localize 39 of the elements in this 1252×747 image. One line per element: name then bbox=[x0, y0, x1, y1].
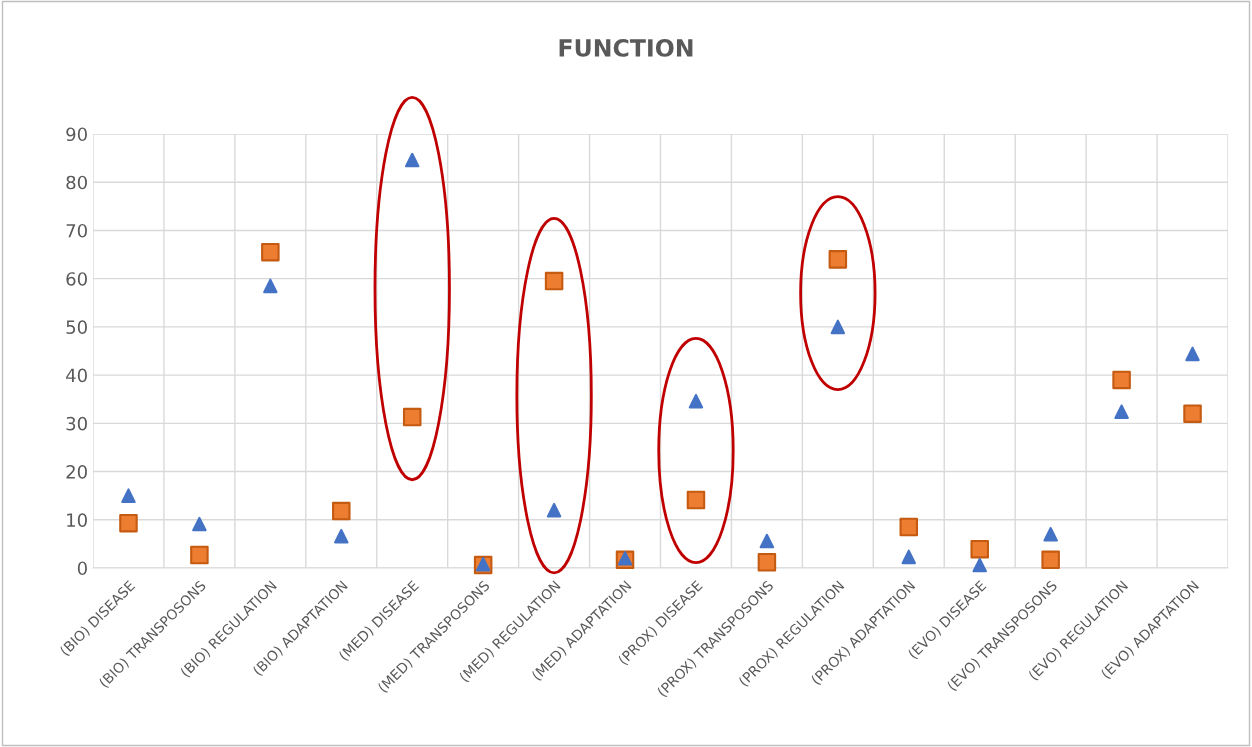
point bbox=[263, 278, 278, 294]
y-tick-label: 80 bbox=[66, 175, 87, 190]
y-tick-label: 20 bbox=[66, 465, 87, 479]
point bbox=[686, 490, 706, 510]
chart-title: FUNCTION bbox=[559, 38, 693, 57]
point bbox=[1043, 526, 1058, 542]
point bbox=[970, 539, 989, 559]
y-tick-label: 90 bbox=[66, 127, 87, 142]
point bbox=[332, 501, 351, 521]
point bbox=[192, 516, 207, 532]
point bbox=[828, 250, 848, 269]
point bbox=[544, 271, 564, 291]
point bbox=[404, 152, 420, 168]
y-tick-label: 30 bbox=[66, 416, 87, 431]
point bbox=[1112, 370, 1131, 390]
point bbox=[1041, 550, 1060, 570]
point bbox=[119, 513, 138, 533]
y-tick-label: 0 bbox=[77, 561, 87, 576]
y-tick-label: 10 bbox=[67, 513, 87, 527]
point bbox=[1183, 404, 1202, 423]
point bbox=[830, 319, 846, 335]
point bbox=[901, 549, 917, 565]
y-tick-label: 40 bbox=[66, 368, 87, 383]
point bbox=[1185, 346, 1200, 362]
point bbox=[1114, 404, 1129, 420]
point bbox=[402, 407, 422, 427]
point bbox=[121, 488, 136, 503]
point bbox=[759, 533, 775, 549]
y-tick-label: 50 bbox=[66, 320, 87, 335]
point bbox=[546, 502, 562, 518]
point bbox=[688, 393, 704, 409]
point bbox=[972, 557, 987, 573]
y-tick-label: 70 bbox=[66, 223, 87, 238]
point bbox=[261, 242, 280, 262]
point bbox=[334, 528, 349, 544]
point bbox=[757, 552, 777, 572]
point bbox=[899, 517, 919, 537]
point bbox=[190, 545, 209, 565]
y-tick-label: 60 bbox=[66, 272, 87, 286]
